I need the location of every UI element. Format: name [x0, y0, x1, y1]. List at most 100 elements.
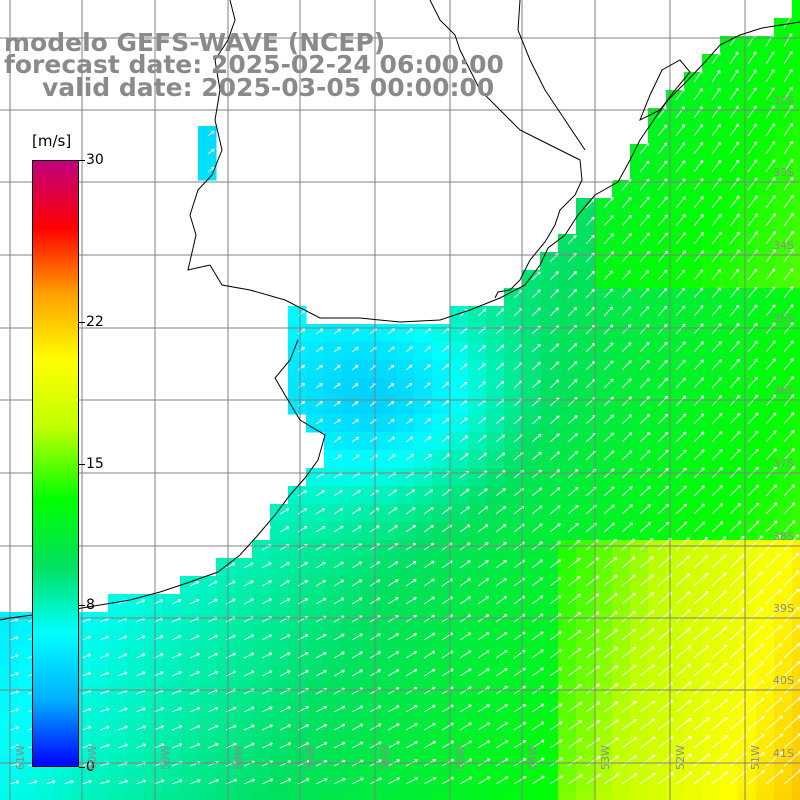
wind-speed-cell — [774, 108, 793, 127]
wind-arrow — [747, 661, 765, 677]
wind-arrow — [423, 578, 435, 587]
wind-speed-cell — [612, 234, 631, 253]
wind-speed-cell — [450, 756, 469, 775]
wind-arrow — [261, 580, 272, 587]
wind-speed-cell — [666, 702, 685, 721]
wind-arrow — [261, 724, 273, 731]
wind-speed-cell — [720, 630, 739, 649]
wind-arrow — [747, 141, 758, 155]
wind-arrow — [279, 742, 292, 749]
wind-speed-cell — [288, 540, 307, 559]
wind-speed-cell — [18, 630, 37, 649]
wind-arrow — [297, 310, 306, 317]
wind-arrow — [747, 625, 764, 641]
wind-speed-cell — [684, 414, 703, 433]
wind-speed-cell — [486, 648, 505, 667]
wind-arrow — [513, 667, 526, 677]
latitude-label: 32S — [773, 94, 794, 107]
wind-arrow — [783, 122, 793, 137]
wind-arrow — [459, 650, 472, 659]
wind-arrow — [333, 777, 346, 785]
wind-arrow — [135, 671, 146, 677]
wind-speed-cell — [738, 36, 757, 55]
wind-speed-cell — [216, 720, 235, 739]
wind-arrow — [495, 704, 509, 713]
wind-arrow — [621, 700, 637, 713]
wind-speed-cell — [36, 774, 55, 793]
wind-arrow — [333, 401, 341, 407]
wind-arrow — [369, 741, 382, 749]
wind-speed-cell — [792, 648, 800, 667]
wind-speed-cell — [576, 216, 595, 235]
wind-arrow — [549, 775, 563, 785]
wind-arrow — [405, 596, 417, 605]
wind-speed-cell — [306, 576, 325, 595]
wind-speed-cell — [396, 720, 415, 739]
wind-arrow — [675, 555, 691, 569]
wind-speed-cell — [288, 594, 307, 613]
wind-arrow — [621, 522, 634, 533]
wind-arrow — [765, 589, 782, 605]
wind-arrow — [675, 717, 692, 731]
wind-arrow — [729, 286, 740, 299]
wind-speed-cell — [558, 558, 577, 577]
wind-arrow — [423, 722, 436, 731]
wind-speed-cell — [432, 342, 451, 361]
wind-speed-cell — [792, 738, 800, 757]
wind-speed-cell — [756, 558, 775, 577]
wind-speed-cell — [432, 738, 451, 757]
wind-arrow — [729, 376, 741, 389]
wind-arrow — [99, 743, 110, 749]
wind-speed-cell — [342, 630, 361, 649]
wind-arrow — [675, 142, 686, 155]
wind-speed-cell — [540, 738, 559, 757]
wind-arrow — [171, 779, 183, 785]
wind-arrow — [369, 489, 379, 497]
wind-arrow — [639, 250, 651, 263]
wind-arrow — [297, 364, 306, 371]
wind-speed-cell — [576, 432, 595, 451]
wind-arrow — [657, 287, 668, 299]
wind-speed-cell — [702, 630, 721, 649]
wind-arrow — [351, 454, 360, 461]
wind-speed-cell — [612, 288, 631, 307]
wind-arrow — [261, 706, 273, 713]
wind-speed-cell — [630, 666, 649, 685]
wind-arrow — [747, 358, 758, 371]
wind-arrow — [693, 663, 710, 677]
wind-arrow — [405, 507, 416, 515]
wind-arrow — [693, 160, 704, 173]
wind-arrow — [693, 106, 703, 119]
wind-speed-cell — [144, 648, 163, 667]
wind-arrow — [747, 394, 759, 407]
wind-speed-cell — [630, 324, 649, 343]
wind-arrow — [495, 416, 505, 425]
wind-speed-cell — [720, 594, 739, 613]
wind-speed-cell — [558, 486, 577, 505]
wind-arrow — [711, 341, 722, 353]
wind-arrow — [207, 652, 218, 659]
wind-speed-cell — [180, 684, 199, 703]
wind-speed-cell — [522, 360, 541, 379]
wind-speed-cell — [612, 738, 631, 757]
wind-speed-cell — [396, 342, 415, 361]
wind-arrow — [711, 323, 722, 335]
wind-speed-cell — [432, 576, 451, 595]
longitude-label: 58W — [232, 745, 245, 770]
wind-speed-cell — [342, 648, 361, 667]
wind-speed-cell — [288, 756, 307, 775]
wind-speed-cell — [396, 666, 415, 685]
wind-speed-cell — [306, 378, 325, 397]
wind-speed-cell — [648, 396, 667, 415]
wind-arrow — [315, 669, 327, 677]
wind-speed-cell — [504, 396, 523, 415]
wind-speed-cell — [306, 324, 325, 343]
wind-arrow — [549, 577, 562, 587]
wind-speed-cell — [720, 36, 739, 55]
wind-speed-cell — [324, 612, 343, 631]
wind-speed-cell — [198, 630, 217, 649]
wind-speed-cell — [432, 360, 451, 379]
wind-speed-cell — [414, 450, 433, 469]
wind-arrow — [477, 308, 487, 317]
wind-arrow — [657, 269, 668, 281]
